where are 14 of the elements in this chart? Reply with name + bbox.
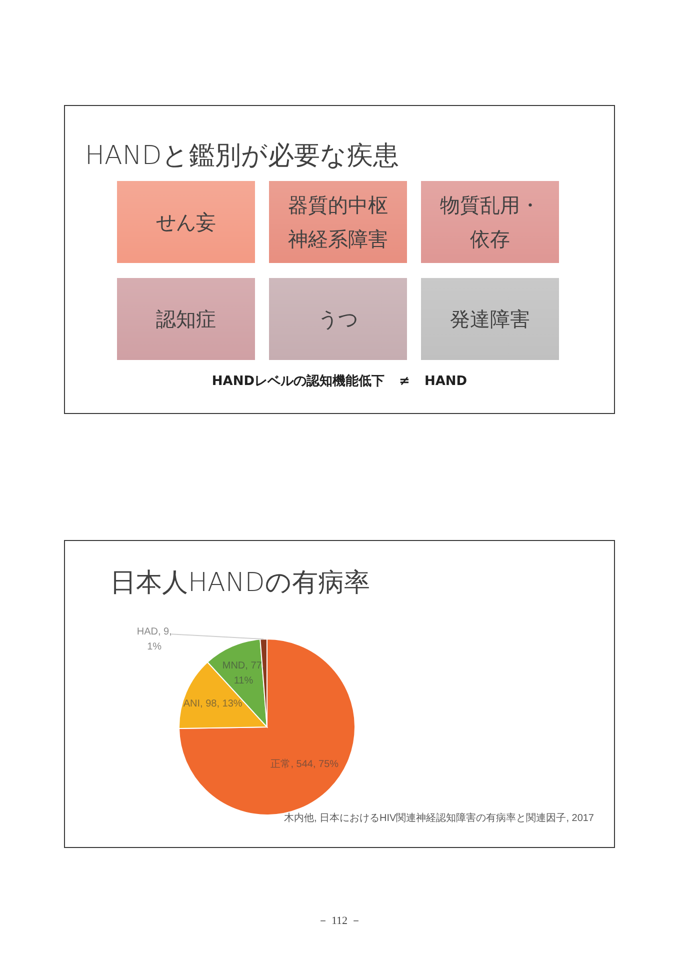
text: 木内他, 日本におけるHIV関連神経認知障害の有病率と関連因子, 2017 bbox=[284, 812, 594, 825]
category-label: 器質的中枢神経系障害 bbox=[287, 192, 389, 253]
text: － 112 － bbox=[318, 915, 362, 927]
text: HANDと鑑別が必要な疾患 bbox=[85, 141, 399, 171]
category-label: 認知症 bbox=[156, 306, 216, 333]
category-label: うつ bbox=[318, 306, 358, 333]
category-label: 物質乱用・依存 bbox=[439, 192, 541, 253]
slice-label: 正常, 544, 75% bbox=[270, 758, 339, 770]
text: HANDレベルの認知機能低下 ≠ HAND bbox=[212, 374, 468, 389]
category-label: せん妄 bbox=[156, 209, 216, 236]
category-label: 発達障害 bbox=[450, 306, 530, 333]
slice-label: HAD, 9, 1% bbox=[136, 626, 172, 652]
chart-title: 日本人HANDの有病率 bbox=[110, 568, 370, 598]
slice-label: ANI, 98, 13% bbox=[183, 698, 242, 710]
